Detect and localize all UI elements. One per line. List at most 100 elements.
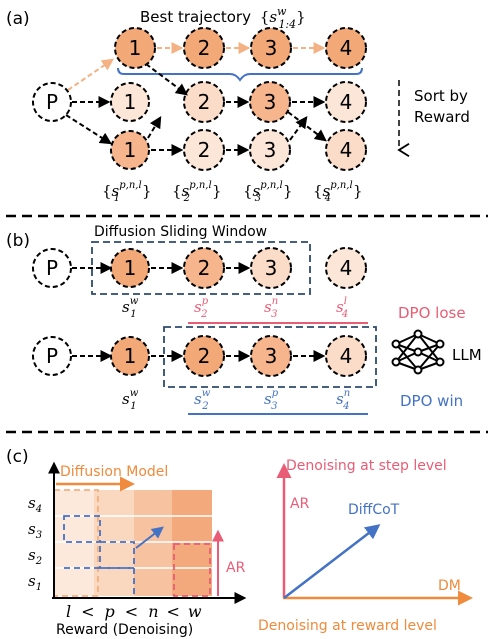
middle-row: 1 2 3 4 [110, 63, 367, 123]
node-b1-3 [250, 247, 292, 289]
right-x-label-dm: DM [438, 578, 461, 594]
node-a-bot-3 [249, 129, 291, 171]
b2-state-3: sp 3 [264, 388, 279, 412]
ar-label-left: AR [226, 560, 246, 576]
node-a-mid-3 [249, 81, 291, 123]
y-tick-labels: s4 s3 s2 s1 [28, 494, 42, 593]
node-b1-1-label: 1 [124, 256, 137, 280]
y-tick-s1: s1 [28, 572, 42, 593]
edge-mid3-to-bot4 [287, 111, 327, 142]
edge-top1-to-mid2 [145, 63, 188, 96]
set-label-4: {sp,n,l 4} [313, 180, 363, 204]
node-a-top-4 [325, 27, 367, 69]
sliding-window-title: Diffusion Sliding Window [94, 224, 267, 240]
node-a-mid-1 [110, 82, 150, 122]
ar-box [173, 543, 211, 597]
sort-label-line1: Sort by [414, 87, 468, 105]
node-a-top-2 [183, 27, 225, 69]
node-a-bot-4 [325, 129, 367, 171]
node-b1-4-label: 4 [340, 256, 353, 280]
set-label-3: {sp,n,l 3} [243, 180, 293, 204]
best-trajectory-brace [117, 67, 363, 82]
node-a-top-3-label: 3 [265, 36, 278, 60]
diffcot-small-arrow [135, 526, 164, 549]
diffcot-label: DiffCoT [348, 502, 400, 518]
edge-p-to-top [67, 58, 114, 91]
b1-state-1: sw 1 [122, 296, 139, 320]
node-b2-4 [325, 335, 367, 377]
node-b1-1 [110, 248, 150, 288]
node-a-mid-4-label: 4 [340, 90, 353, 114]
prompt-node-b2-label: P [46, 344, 58, 368]
node-a-bot-2 [183, 129, 225, 171]
edge-bot3-up-arrow [289, 116, 308, 141]
node-a-mid-3-label: 3 [264, 90, 277, 114]
node-a-top-1 [114, 27, 156, 69]
sliding-window-1 [91, 241, 311, 295]
panel-a-label: (a) [6, 9, 30, 29]
node-a-bot-4-label: 4 [340, 138, 353, 162]
node-a-mid-1-label: 1 [124, 90, 137, 114]
panel-b: (b) Diffusion Sliding Window P 1 2 3 4 s… [6, 224, 482, 415]
node-a-mid-2-label: 2 [198, 90, 211, 114]
x-reward-order: l < p < n < w [66, 602, 202, 621]
panel-c-label: (c) [6, 447, 29, 467]
node-b2-2 [183, 335, 225, 377]
node-a-top-3 [250, 27, 292, 69]
dpo-lose-label: DPO lose [398, 304, 466, 322]
b2-state-1: sw 1 [122, 388, 139, 412]
set-label-1: {sp,n,l 1} [102, 180, 152, 204]
sort-label-line2: Reward [414, 108, 470, 126]
node-b2-2-label: 2 [198, 344, 211, 368]
node-b2-3-label: 3 [265, 344, 278, 368]
diffcot-staircase [63, 515, 135, 596]
y-tick-s3: s3 [28, 520, 42, 541]
best-trajectory-label: Best trajectory {sw 1:4} [140, 5, 306, 31]
dpo-win-label: DPO win [400, 392, 463, 410]
reward-heatmap [54, 490, 212, 596]
panel-c: (c) Diffusion Model AR [6, 447, 473, 638]
b1-state-3: sn 3 [264, 296, 278, 320]
node-a-top-1-label: 1 [129, 36, 142, 60]
node-a-bot-2-label: 2 [198, 138, 211, 162]
panel-b-label: (b) [6, 231, 30, 251]
b2-state-4: sn 4 [336, 388, 350, 412]
prompt-node-a [32, 82, 72, 122]
panel-a: (a) Best trajectory {sw 1:4} P 1 2 3 4 [6, 5, 470, 204]
node-a-mid-2 [183, 81, 225, 123]
b2-state-2: sw 2 [194, 388, 211, 412]
node-a-mid-4 [325, 81, 367, 123]
node-b2-1 [110, 336, 150, 376]
node-b1-2 [183, 247, 225, 289]
node-a-top-2-label: 2 [198, 36, 211, 60]
prompt-node-b1 [32, 248, 72, 288]
node-a-bot-1 [110, 130, 150, 170]
neural-network-icon [391, 329, 445, 375]
y-tick-s4: s4 [28, 494, 42, 515]
bottom-row: 1 2 3 4 [110, 111, 367, 171]
node-b2-4-label: 4 [340, 344, 353, 368]
right-title-step-level: Denoising at step level [286, 458, 447, 474]
node-b1-2-label: 2 [198, 256, 211, 280]
diffusion-model-label: Diffusion Model [60, 464, 168, 480]
prompt-node-a-label: P [46, 90, 58, 114]
node-b2-3 [250, 335, 292, 377]
prompt-node-b2 [32, 336, 72, 376]
b1-state-2: sp 2 [194, 296, 209, 320]
llm-label: LLM [452, 346, 482, 364]
diffusion-model-box [53, 489, 99, 597]
y-tick-s2: s2 [28, 546, 42, 567]
b1-state-4: sl 4 [336, 296, 348, 320]
node-b1-3-label: 3 [265, 256, 278, 280]
set-label-2: {sp,n,l 2} [172, 180, 222, 204]
node-b2-1-label: 1 [124, 344, 137, 368]
edge-p-to-bottom [65, 114, 113, 145]
best-row: 1 2 3 4 [114, 27, 367, 82]
sliding-window-2 [163, 326, 377, 388]
node-a-bot-1-label: 1 [124, 138, 137, 162]
prompt-node-b1-label: P [46, 256, 58, 280]
diffcot-vector [283, 524, 381, 599]
node-a-top-4-label: 4 [340, 36, 353, 60]
right-y-label-ar: AR [290, 496, 310, 512]
